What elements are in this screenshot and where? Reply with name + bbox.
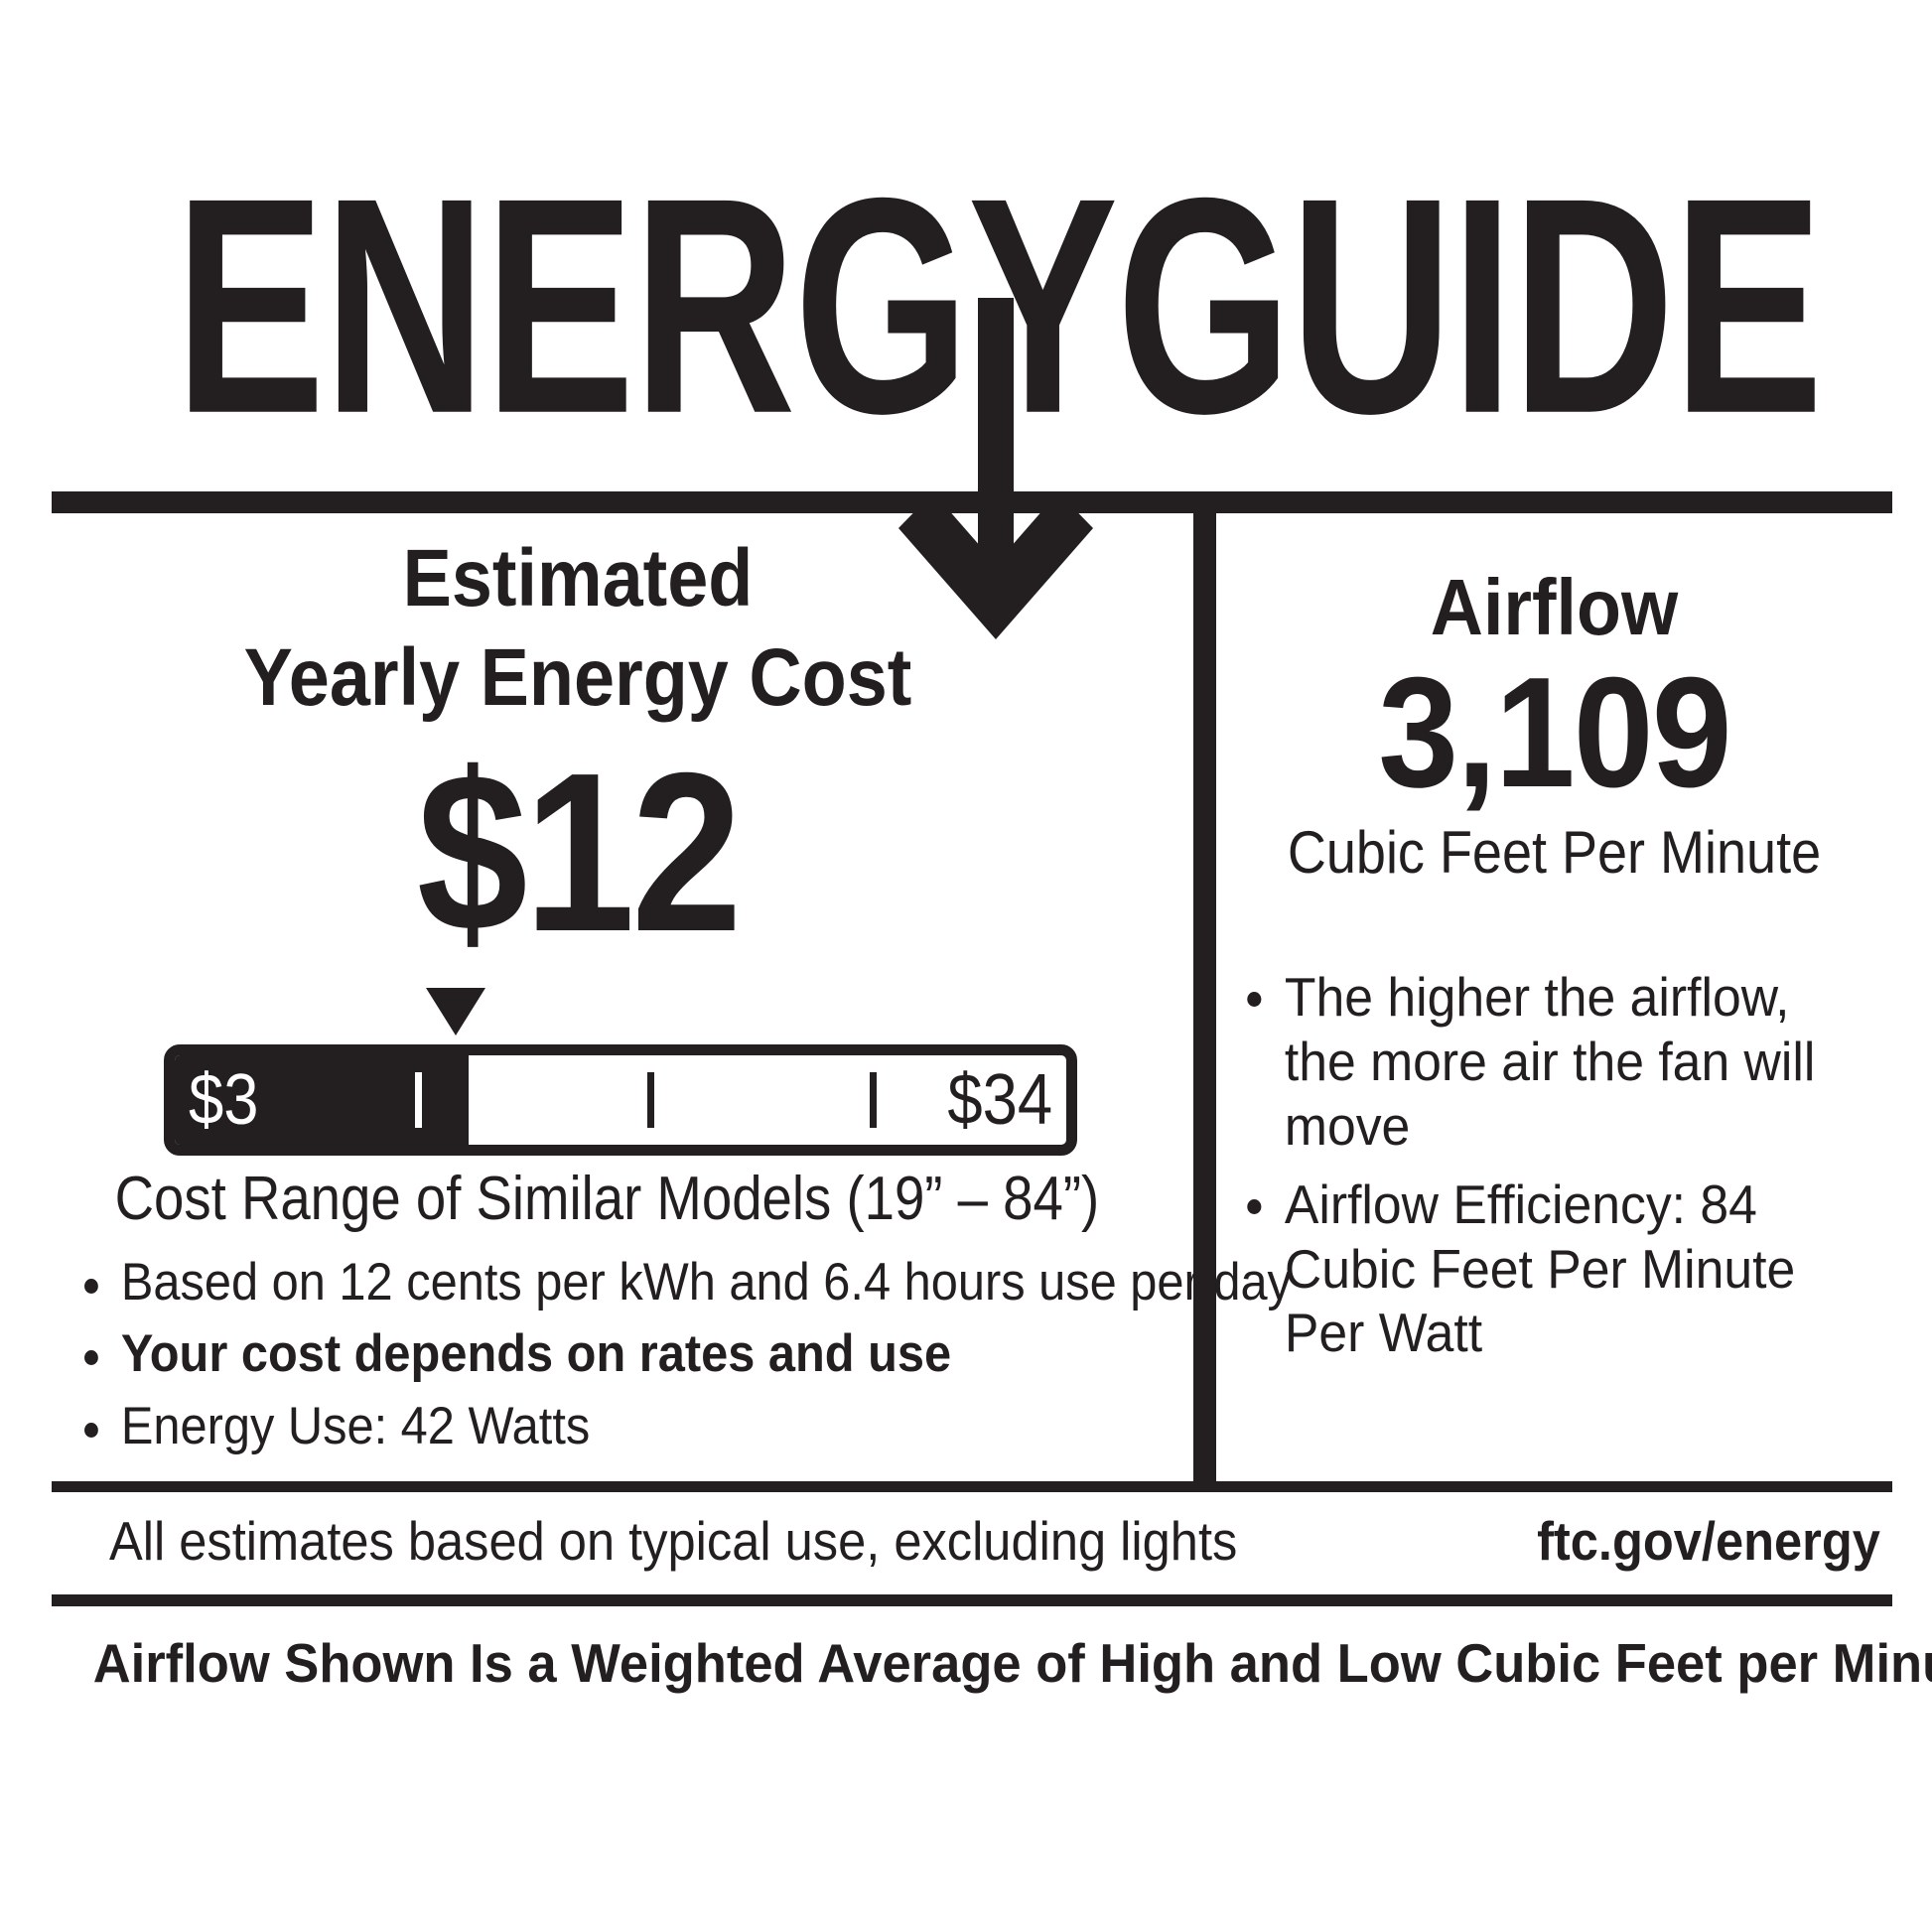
airflow-disclaimer: Airflow Shown Is a Weighted Average of H… bbox=[92, 1632, 1932, 1694]
cost-range-marker-icon bbox=[426, 988, 486, 1035]
estimated-cost-panel: Estimated Yearly Energy Cost $12 $3 $34 … bbox=[52, 513, 1292, 1481]
cost-range-tick bbox=[646, 1072, 654, 1128]
list-item: The higher the airflow, the more air the… bbox=[1236, 965, 1852, 1159]
airflow-units: Cubic Feet Per Minute bbox=[1287, 819, 1822, 886]
cost-range-low-label: $3 bbox=[189, 1060, 259, 1140]
list-item: Your cost depends on rates and use bbox=[73, 1324, 1078, 1384]
cost-range-widget: $3 $34 bbox=[164, 988, 1077, 1157]
header-divider bbox=[52, 491, 1892, 513]
airflow-value: 3,109 bbox=[1378, 645, 1731, 820]
airflow-bullet-list: The higher the airflow, the more air the… bbox=[1236, 965, 1891, 1379]
cost-range-tick bbox=[870, 1072, 878, 1128]
cost-range-bar: $3 $34 bbox=[164, 1044, 1077, 1156]
cost-bullet-list: Based on 12 cents per kWh and 6.4 hours … bbox=[73, 1253, 1292, 1468]
list-item: Based on 12 cents per kWh and 6.4 hours … bbox=[73, 1253, 1292, 1312]
footer-divider-upper bbox=[52, 1481, 1892, 1492]
airflow-panel: Airflow 3,109 Cubic Feet Per Minute The … bbox=[1216, 513, 1892, 1481]
cost-heading-line1: Estimated bbox=[402, 533, 754, 623]
cost-range-caption: Cost Range of Similar Models (19” – 84”) bbox=[114, 1165, 1100, 1233]
page-title: ENERGYGUIDE bbox=[175, 135, 1824, 479]
cost-range-high-label: $34 bbox=[947, 1060, 1052, 1140]
list-item: Energy Use: 42 Watts bbox=[73, 1397, 1078, 1456]
list-item: Airflow Efficiency: 84 Cubic Feet Per Mi… bbox=[1236, 1173, 1852, 1366]
estimated-yearly-cost-value: $12 bbox=[416, 727, 743, 979]
cost-heading-line2: Yearly Energy Cost bbox=[243, 632, 912, 723]
footer-note: All estimates based on typical use, excl… bbox=[109, 1510, 1238, 1572]
panel-divider bbox=[1193, 513, 1216, 1487]
cost-range-tick bbox=[415, 1072, 423, 1128]
ftc-energy-url[interactable]: ftc.gov/energy bbox=[1537, 1510, 1880, 1572]
airflow-heading: Airflow bbox=[1430, 563, 1679, 651]
footer-divider-lower bbox=[52, 1594, 1892, 1606]
